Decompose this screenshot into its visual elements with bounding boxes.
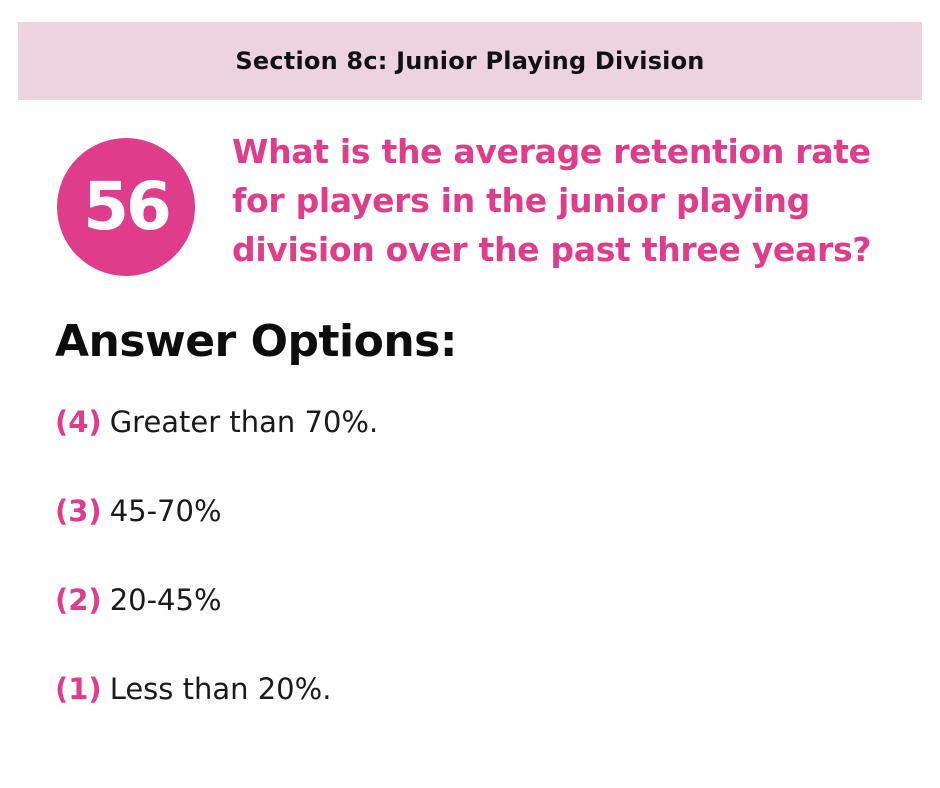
question-number-badge: 56: [57, 138, 195, 276]
option-number: (2): [55, 583, 102, 617]
option-label: Less than 20%.: [109, 672, 332, 706]
answer-option-1[interactable]: (1) Less than 20%.: [55, 667, 378, 711]
answer-option-3[interactable]: (3) 45-70%: [55, 489, 378, 533]
question-number: 56: [83, 168, 172, 245]
question-text: What is the average retention rate for p…: [232, 132, 872, 269]
option-number: (4): [55, 405, 102, 439]
section-header: Section 8c: Junior Playing Division: [18, 22, 922, 100]
option-label: Greater than 70%.: [109, 405, 379, 439]
answer-option-4[interactable]: (4) Greater than 70%.: [55, 400, 378, 444]
answer-options-list: (4) Greater than 70%. (3) 45-70% (2) 20-45%…: [55, 400, 378, 711]
option-label: 20-45%: [109, 583, 222, 617]
option-label: 45-70%: [109, 494, 222, 528]
option-number: (3): [55, 494, 102, 528]
section-title: Section 8c: Junior Playing Division: [235, 47, 705, 75]
answer-option-2[interactable]: (2) 20-45%: [55, 578, 378, 622]
option-number: (1): [55, 672, 102, 706]
answer-options-heading: Answer Options:: [55, 316, 457, 367]
